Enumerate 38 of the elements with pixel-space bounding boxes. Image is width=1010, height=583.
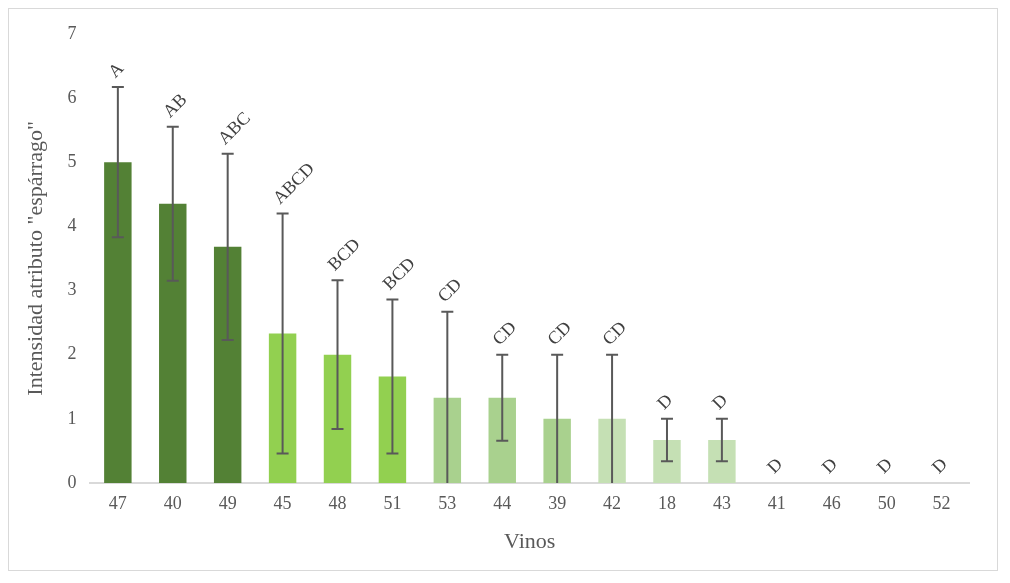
annotation: D <box>817 453 842 478</box>
annotation: D <box>872 453 896 478</box>
annotation: AB <box>158 89 191 122</box>
annotation: CD <box>433 274 466 306</box>
y-tick-label: 7 <box>67 22 77 43</box>
y-tick-label: 0 <box>67 471 77 492</box>
x-tick-label: 18 <box>657 492 676 513</box>
x-tick-label: 48 <box>328 492 347 513</box>
x-tick-label: 39 <box>548 492 567 513</box>
annotation: CD <box>488 317 521 349</box>
x-tick-label: 42 <box>603 492 622 513</box>
x-tick-label: 41 <box>767 492 786 513</box>
annotation: D <box>927 453 951 478</box>
y-tick-label: 4 <box>67 215 77 236</box>
x-tick-label: 43 <box>712 492 731 513</box>
x-tick-label: 46 <box>822 492 841 513</box>
x-tick-label: 52 <box>932 492 951 513</box>
x-tick-label: 51 <box>383 492 402 513</box>
y-tick-label: 1 <box>67 407 77 428</box>
annotation: D <box>653 389 677 413</box>
x-axis-title: Vinos <box>504 527 556 553</box>
annotation: D <box>762 453 787 478</box>
x-tick-label: 49 <box>218 492 237 513</box>
x-tick-label: 53 <box>438 492 457 513</box>
x-tick-label: 47 <box>108 492 127 513</box>
y-tick-label: 2 <box>67 343 77 364</box>
annotation: CD <box>543 317 576 349</box>
annotation: A <box>103 57 128 82</box>
x-tick-label: 45 <box>273 492 292 513</box>
x-tick-label: 40 <box>163 492 182 513</box>
x-tick-label: 50 <box>877 492 896 513</box>
y-axis-title: Intensidad atributo "espárrago" <box>21 121 47 396</box>
annotation: CD <box>598 317 630 349</box>
y-tick-label: 5 <box>67 150 77 171</box>
y-tick-label: 6 <box>67 86 77 107</box>
y-tick-label: 3 <box>67 279 77 300</box>
annotation: D <box>707 389 732 413</box>
x-tick-label: 44 <box>493 492 512 513</box>
